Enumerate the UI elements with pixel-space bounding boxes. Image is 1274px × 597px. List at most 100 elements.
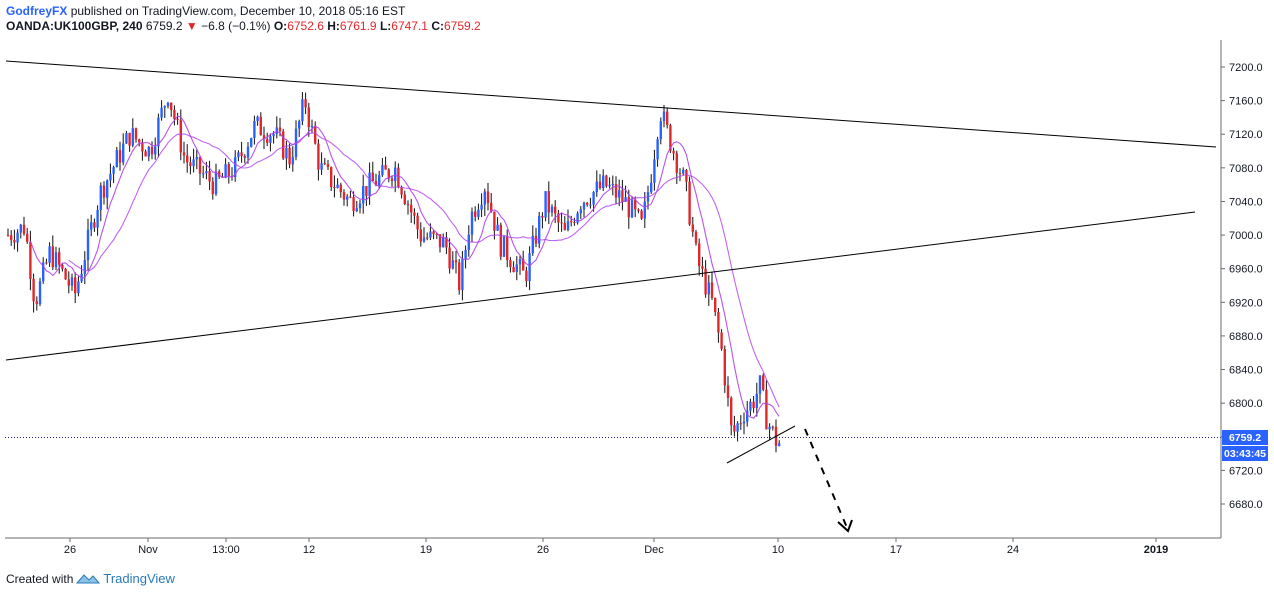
candle-down	[426, 237, 429, 239]
candle-down	[435, 233, 438, 235]
moving-averages	[29, 115, 780, 419]
candle-down	[438, 234, 442, 248]
candle-up	[544, 191, 547, 218]
candle-up	[205, 171, 208, 174]
candle-down	[22, 224, 26, 234]
candle-down	[307, 107, 310, 128]
candle-up	[109, 173, 112, 181]
candle-up	[589, 204, 592, 206]
candle-down	[266, 139, 269, 143]
price-tick-label: 7120.0	[1229, 129, 1263, 141]
candle-down	[179, 119, 182, 153]
candle-down	[61, 264, 64, 269]
candle-down	[134, 128, 138, 140]
published-text: published on TradingView.com, December 1…	[70, 4, 406, 18]
upper-trend-line	[5, 60, 1217, 148]
time-tick-label: 12	[303, 544, 315, 556]
candle-down	[506, 236, 509, 261]
candle-up	[483, 191, 486, 205]
time-tick-label: Nov	[138, 544, 158, 556]
candle-up	[195, 157, 198, 160]
price-tick-label: 6960.0	[1229, 264, 1263, 276]
price-tick-label: 6680.0	[1229, 499, 1263, 511]
candle-down	[714, 297, 717, 313]
candle-up	[650, 182, 653, 193]
candle-down	[701, 266, 704, 269]
candle-down	[723, 348, 726, 386]
candle-up	[125, 132, 128, 144]
candle-down	[64, 268, 67, 280]
candle-up	[346, 196, 349, 200]
candle-up	[576, 213, 579, 223]
candle-down	[490, 202, 493, 212]
candle-up	[502, 236, 506, 257]
candle-up	[736, 423, 739, 432]
candle-down	[688, 181, 691, 225]
candle-down	[218, 171, 221, 177]
candle-up	[285, 147, 288, 159]
candle-down	[13, 239, 16, 243]
candle-up	[320, 163, 323, 170]
candle-down	[698, 243, 701, 267]
candle-up	[496, 224, 499, 231]
time-axis[interactable]: 26 Nov 13:00 12 19 26 Dec 10 17 24 2019	[64, 538, 1168, 556]
candle-down	[762, 375, 765, 390]
candle-down	[352, 197, 355, 212]
candle-up	[131, 128, 134, 146]
candle-down	[458, 262, 461, 291]
author-link[interactable]: GodfreyFX	[6, 4, 68, 18]
candle-up	[192, 159, 195, 167]
candle-down	[317, 143, 320, 170]
price-tick-label: 6720.0	[1229, 465, 1263, 477]
candle-down	[678, 172, 682, 174]
candle-up	[742, 421, 746, 424]
candle-down	[416, 215, 419, 230]
candle-up	[275, 127, 278, 134]
candle-down	[227, 164, 230, 176]
candle-down	[278, 127, 282, 132]
candle-up	[624, 197, 627, 202]
candle-down	[717, 312, 720, 333]
candle-down	[704, 268, 707, 295]
candle-down	[93, 222, 96, 228]
tradingview-brand[interactable]: TradingView	[103, 571, 175, 586]
candle-down	[560, 222, 563, 224]
candle-down	[397, 167, 400, 188]
candle-down	[208, 171, 211, 182]
candle-down	[525, 270, 528, 282]
price-tick-label: 7160.0	[1229, 96, 1263, 108]
candle-down	[282, 131, 285, 159]
candle-up	[250, 138, 253, 147]
candle-up	[595, 181, 598, 193]
candle-up	[54, 252, 58, 268]
candle-down	[243, 156, 246, 158]
candle-down	[349, 196, 352, 198]
candle-down	[29, 241, 32, 279]
candle-up	[682, 169, 685, 174]
candle-up	[755, 393, 758, 409]
candle-down	[387, 169, 390, 179]
price-axis[interactable]: 6680.06720.06760.06800.06840.06880.06920…	[1221, 62, 1263, 511]
candle-up	[70, 277, 74, 286]
candle-down	[573, 221, 576, 223]
candle-up	[83, 260, 86, 274]
high-value: 6761.9	[339, 19, 377, 33]
candle-down	[374, 181, 378, 186]
candle-up	[566, 221, 570, 231]
candle-down	[710, 282, 714, 298]
high-label: H:	[327, 19, 340, 33]
candle-down	[288, 147, 291, 165]
candle-up	[154, 146, 157, 155]
candle-down	[333, 186, 336, 188]
symbol-name[interactable]: OANDA:UK100GBP, 240	[6, 19, 143, 33]
candle-up	[42, 262, 45, 282]
candle-up	[358, 203, 362, 209]
candle-down	[182, 152, 186, 156]
candle-down	[138, 139, 141, 143]
price-chart[interactable]: 6680.06720.06760.06800.06840.06880.06920…	[0, 0, 1274, 565]
candle-down	[259, 116, 262, 136]
price-tick-label: 6880.0	[1229, 331, 1263, 343]
candle-down	[150, 146, 154, 155]
candle-up	[394, 167, 397, 182]
candle-down	[726, 385, 730, 398]
